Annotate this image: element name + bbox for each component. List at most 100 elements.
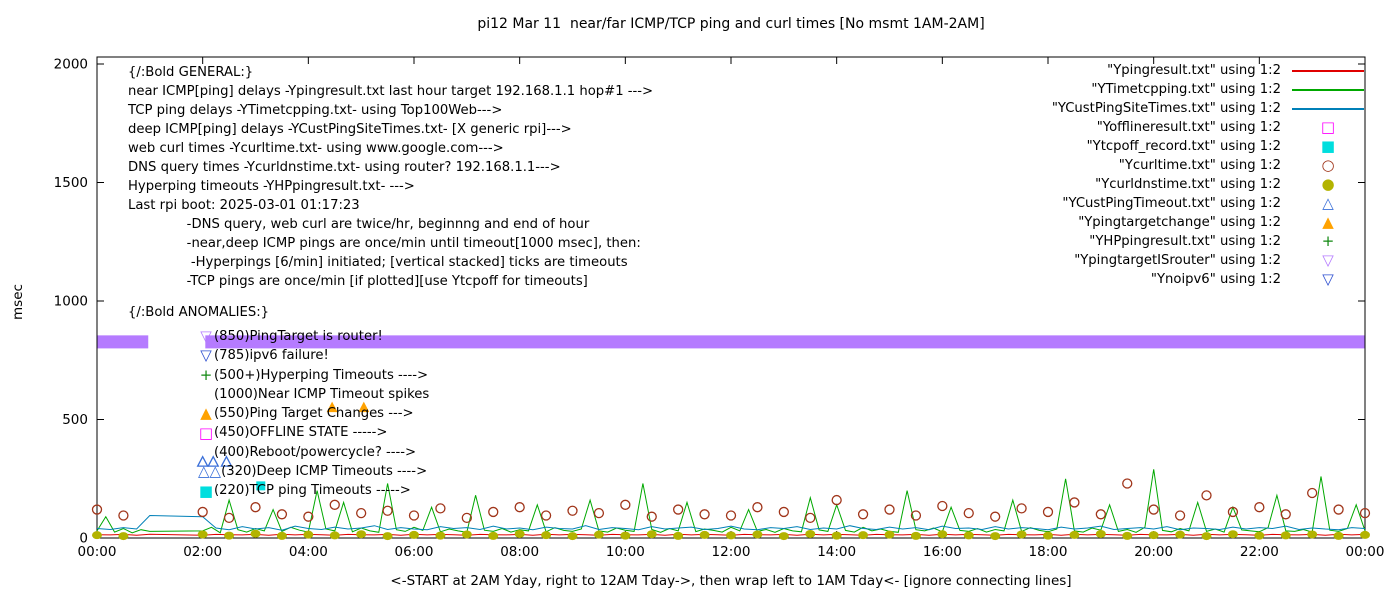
anomaly-marker-icon: □ [198,423,214,442]
marker-ycurldnstime-txt [1016,530,1027,539]
marker-ycurltime-txt [567,505,578,516]
legend-sample-tri-up-filled-icon: ▲ [1322,213,1334,231]
marker-ycurltime-txt [831,494,842,506]
legend-item: "YHPpingresult.txt" using 1:2 + [1052,232,1367,251]
x-tick-label: 02:00 [183,544,222,560]
series-line-ypingresult-txt [96,533,1366,536]
legend-item: "YpingtargetISrouter" using 1:2 ▽ [1052,251,1367,270]
marker-ycurltime-txt [303,511,314,522]
anomaly-line: ▽ (850)PingTarget is router! [198,327,429,346]
marker-ycurldnstime-txt [752,530,763,539]
marker-ycurltime-txt [356,507,367,519]
marker-ycurltime-txt [276,509,288,520]
legend-item: "Ypingresult.txt" using 1:2 [1052,61,1367,80]
marker-ypingtargetchange [358,401,370,413]
series-line-ycustpingsitetimes-txt [96,514,1366,531]
marker-ycurltime-txt [963,507,974,519]
legend-sample-tri-down-open-icon: ▽ [1322,251,1334,269]
marker-ycurltime-txt [461,512,472,524]
anomaly-marker-icon: △△ [198,462,222,481]
marker-ycurltime-txt [990,511,1001,522]
marker-ycurldnstime-txt [1175,530,1186,539]
legend-sample-square-open-icon: □ [1320,118,1336,136]
marker-ycurltime-txt [673,504,684,515]
marker-ycurltime-txt [699,509,710,520]
marker-ycurldnstime-txt [250,529,261,538]
anomaly-marker-icon: ▽ [200,346,212,365]
marker-ycurldnstime-txt [593,530,604,539]
anomaly-label: (500+)Hyperping Timeouts ----> [214,367,429,383]
marker-ycurldnstime-txt [276,531,287,540]
legend-item: "Ycurldnstime.txt" using 1:2 ● [1052,175,1367,194]
legend-label: "YHPpingresult.txt" using 1:2 [1089,234,1281,249]
anomaly-line: □ (450)OFFLINE STATE -----> [198,423,429,442]
marker-ycurldnstime-txt [303,530,314,539]
marker-ycurldnstime-txt [488,531,499,540]
marker-ycurltime-txt [1227,506,1239,518]
legend-label: "YTimetcpping.txt" using 1:2 [1091,82,1281,97]
legend-sample-line-icon [1289,88,1367,91]
legend-sample-circle-open-icon: ○ [1321,156,1335,174]
marker-ycurldnstime-txt [1122,531,1133,540]
anomaly-marker-icon: ▽ [200,327,212,346]
marker-ycurltime-txt [540,510,552,521]
marker-ycurldnstime-txt [118,532,129,541]
marker-ycurldnstime-txt [224,531,235,540]
anomaly-marker-icon: + [199,365,213,384]
marker-ycurltime-txt [778,506,789,518]
x-tick-label: 00:00 [78,544,117,560]
marker-ycurltime-txt [805,512,816,524]
anomaly-line: △△ (320)Deep ICMP Timeouts ----> [198,462,429,481]
marker-ycustpingtimeout-txt [220,455,233,467]
legend-sample-square-filled-icon: ■ [1320,137,1336,155]
marker-ycurldnstime-txt [990,532,1001,541]
x-axis-label: <-START at 2AM Yday, right to 12AM Tday-… [390,573,1072,589]
marker-ycurltime-txt [1201,490,1212,501]
x-tick-label: 18:00 [1029,544,1068,560]
marker-ycurldnstime-txt [197,530,208,539]
anomaly-label: (1000)Near ICMP Timeout spikes [214,386,430,402]
marker-ycurldnstime-txt [409,530,419,539]
marker-ycurldnstime-txt [1227,530,1238,539]
general-line: near ICMP[ping] delays -Ypingresult.txt … [128,84,654,99]
anomaly-line: ▲ (550)Ping Target Changes ---> [198,404,429,423]
marker-ycurltime-txt [1280,509,1291,520]
marker-ycurltime-txt [118,510,129,521]
general-line: web curl times -Ycurltime.txt- using www… [128,141,504,156]
x-tick-label: 00:00 [1346,544,1385,560]
general-line: deep ICMP[ping] delays -YCustPingSiteTim… [128,122,572,137]
marker-ycurltime-txt [514,502,525,513]
marker-ycurltime-txt [1254,502,1265,513]
marker-ypingtargetchange [326,401,338,413]
anomaly-label: (400)Reboot/powercycle? ----> [214,444,417,460]
x-tick-label: 14:00 [817,544,856,560]
marker-ycurldnstime-txt [831,531,842,540]
marker-ycurldnstime-txt [884,530,895,539]
marker-ycurltime-txt [620,499,631,510]
marker-ycurldnstime-txt [1201,532,1212,541]
marker-ycurltime-txt [593,507,605,519]
legend-label: "Ycurltime.txt" using 1:2 [1118,158,1281,173]
marker-ycurldnstime-txt [937,530,948,539]
marker-ycurldnstime-txt [1069,530,1080,539]
marker-ycurldnstime-txt [963,531,974,540]
anomaly-line: (1000)Near ICMP Timeout spikes [198,385,429,404]
marker-ycurldnstime-txt [1148,531,1159,540]
general-line: DNS query times -Ycurldnstime.txt- using… [128,160,561,175]
marker-ycurltime-txt [752,502,763,513]
anomaly-marker-icon: ▲ [200,404,212,423]
x-tick-label: 04:00 [289,544,328,560]
plot-title: pi12 Mar 11 near/far ICMP/TCP ping and c… [477,16,985,32]
anomaly-line: (400)Reboot/powercycle? ----> [198,443,429,462]
legend-item: "Ycurltime.txt" using 1:2 ○ [1052,156,1367,175]
general-line: Hyperping timeouts -YHPpingresult.txt- -… [128,179,415,194]
marker-ycurldnstime-txt [805,529,816,538]
x-tick-label: 20:00 [1134,544,1173,560]
anomalies-text-block: ▽ (850)PingTarget is router! ▽ (785)ipv6 fa… [198,327,429,501]
general-line: Last rpi boot: 2025-03-01 01:17:23 [128,198,360,213]
marker-ycurldnstime-txt [1254,531,1265,540]
marker-ycurltime-txt [884,504,895,515]
legend: "Ypingresult.txt" using 1:2 "YTimetcpping… [1052,61,1367,289]
marker-ycurltime-txt [408,510,420,521]
marker-ycustpingtimeout-txt [207,455,220,467]
